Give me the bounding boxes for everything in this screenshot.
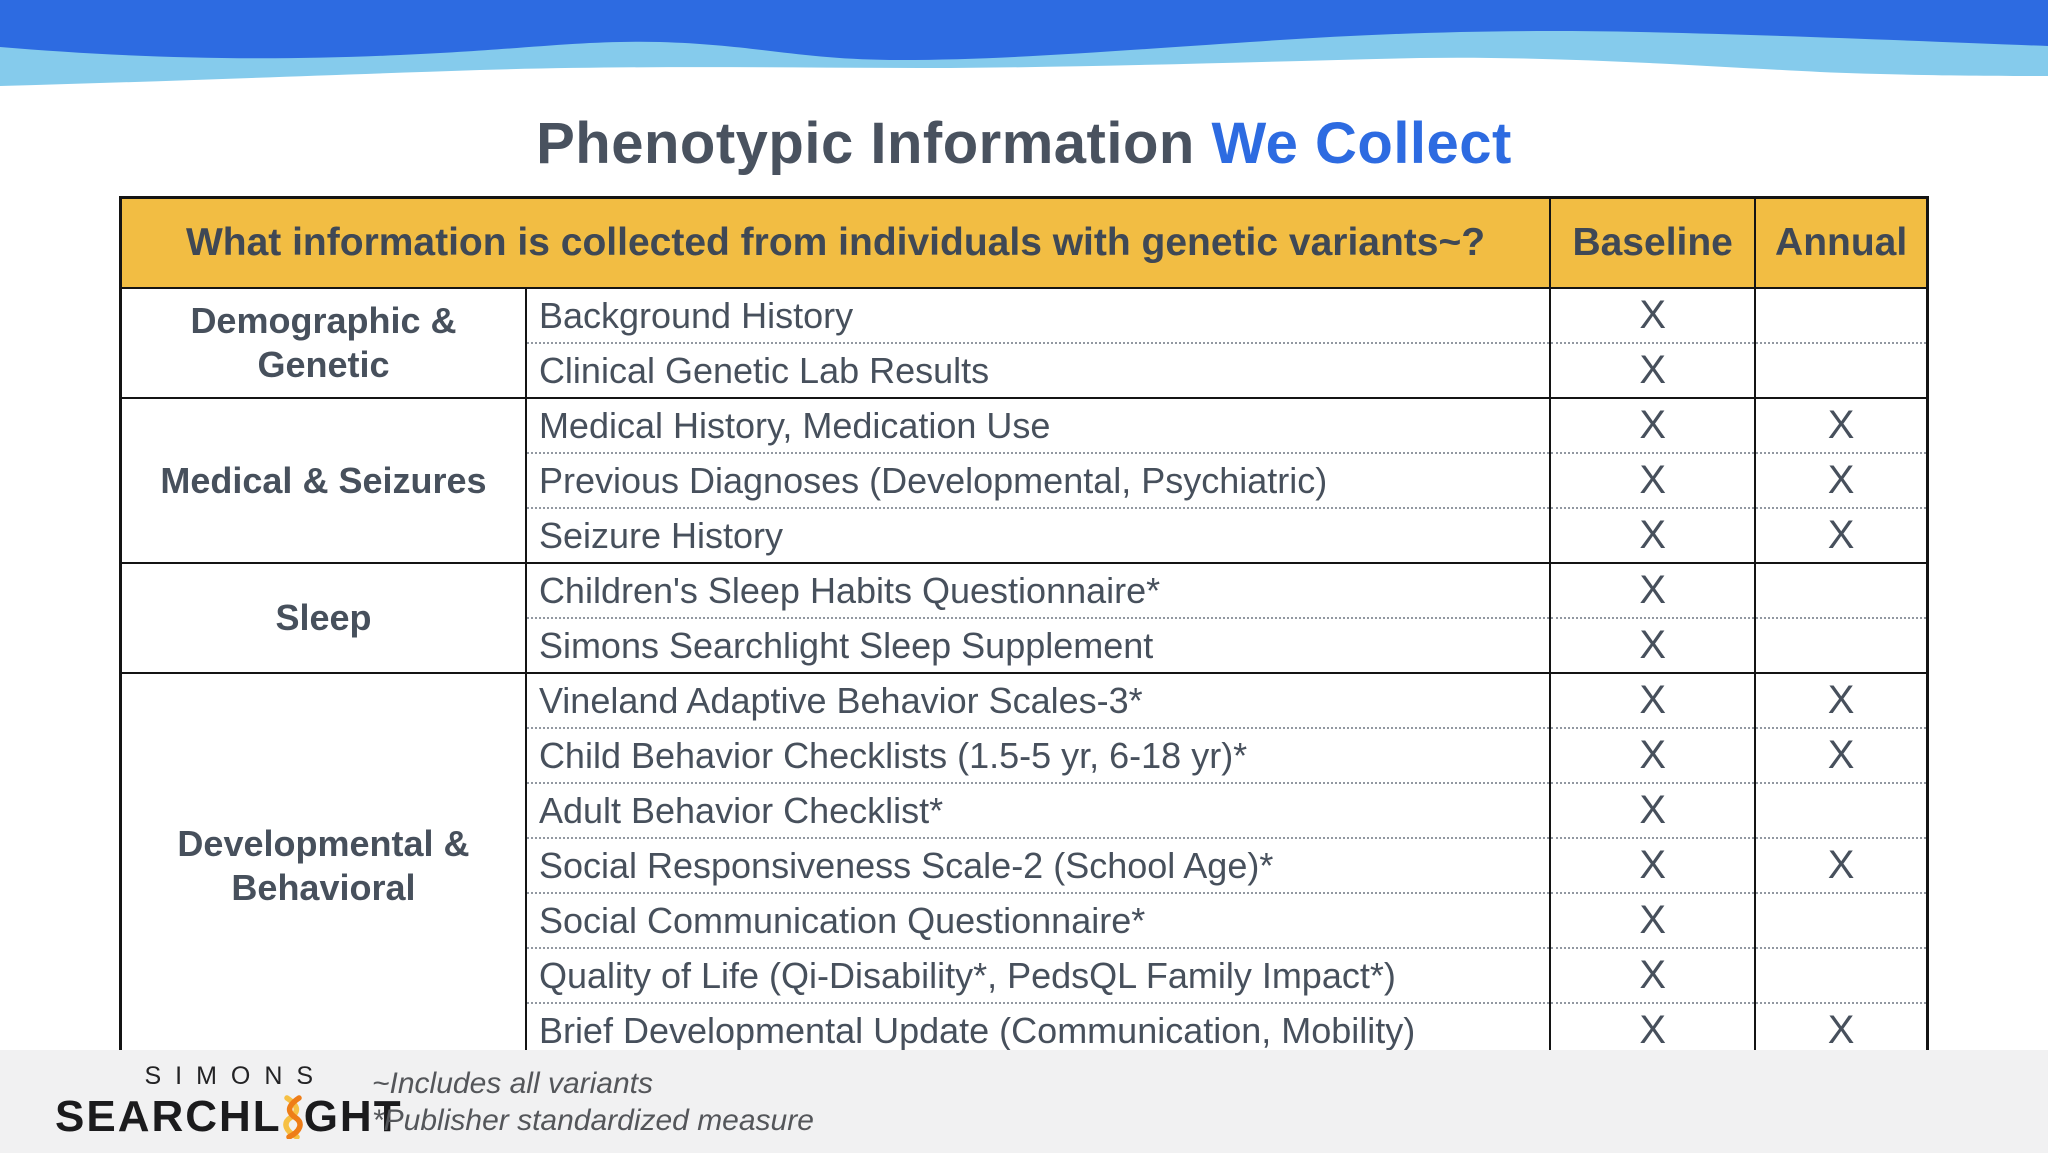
wave-dark-blue-shape — [0, 0, 2048, 60]
table-row: Clinical Genetic Lab Results X — [121, 342, 1928, 398]
page-title: Phenotypic Information We Collect — [0, 112, 2048, 176]
logo-text-post: GHT — [303, 1092, 403, 1141]
annual-mark-cell — [1754, 342, 1928, 398]
baseline-mark-cell: X — [1549, 507, 1756, 563]
header-wave-decoration — [0, 0, 2048, 86]
baseline-mark-cell: X — [1549, 1002, 1756, 1059]
table-row: Demographic & Genetic Background History X — [120, 287, 1928, 398]
annual-mark-cell — [1754, 892, 1928, 948]
column-header-baseline: Baseline — [1549, 196, 1757, 289]
measure-cell: Adult Behavior Checklist* — [525, 782, 1551, 838]
table-body: Demographic & Genetic Background History X… — [120, 287, 1928, 1059]
table-row: Simons Searchlight Sleep Supplement X — [121, 617, 1928, 673]
baseline-mark-cell: X — [1549, 782, 1756, 838]
dna-helix-icon — [282, 1095, 303, 1139]
table-row: Social Communication Questionnaire* X — [121, 892, 1928, 948]
baseline-mark-cell: X — [1549, 287, 1756, 343]
measure-cell: Children's Sleep Habits Questionnaire* — [525, 562, 1551, 618]
table-row: Social Responsiveness Scale-2 (School Ag… — [121, 837, 1928, 893]
annual-mark-cell: X — [1754, 672, 1928, 728]
baseline-mark-cell: X — [1549, 837, 1756, 893]
annual-mark-cell — [1754, 947, 1928, 1003]
baseline-mark-cell: X — [1549, 452, 1756, 508]
title-highlight: We Collect — [1211, 111, 1512, 176]
baseline-mark-cell: X — [1549, 947, 1756, 1003]
measure-cell: Seizure History — [525, 507, 1551, 563]
baseline-mark-cell: X — [1549, 397, 1756, 453]
annual-mark-cell: X — [1754, 507, 1928, 563]
baseline-mark-cell: X — [1549, 617, 1756, 673]
logo-text-pre: SEARCHL — [55, 1092, 282, 1141]
annual-mark-cell — [1754, 782, 1928, 838]
table-row: Seizure History X X — [121, 507, 1928, 563]
footnotes: ~Includes all variants *Publisher standa… — [372, 1065, 814, 1139]
annual-mark-cell: X — [1754, 837, 1928, 893]
baseline-mark-cell: X — [1549, 562, 1756, 618]
baseline-mark-cell: X — [1549, 672, 1756, 728]
measure-cell: Clinical Genetic Lab Results — [525, 342, 1551, 398]
table-row: Developmental & Behavioral Vineland Adapt… — [120, 672, 1928, 1059]
measure-cell: Quality of Life (Qi-Disability*, PedsQL … — [525, 947, 1551, 1003]
column-header-annual: Annual — [1754, 196, 1929, 289]
category-cell: Developmental & Behavioral — [120, 672, 527, 1059]
measure-cell: Simons Searchlight Sleep Supplement — [525, 617, 1551, 673]
table-row: Medical & Seizures Medical History, Medic… — [120, 397, 1928, 563]
table-row: Quality of Life (Qi-Disability*, PedsQL … — [121, 947, 1928, 1003]
title-main: Phenotypic Information — [536, 111, 1195, 176]
category-cell: Sleep — [120, 562, 527, 673]
measure-cell: Vineland Adaptive Behavior Scales-3* — [525, 672, 1551, 728]
category-cell: Medical & Seizures — [120, 397, 527, 563]
baseline-mark-cell: X — [1549, 342, 1756, 398]
measure-cell: Previous Diagnoses (Developmental, Psych… — [525, 452, 1551, 508]
table-header-row: What information is collected from indiv… — [119, 196, 1929, 289]
annual-mark-cell: X — [1754, 452, 1928, 508]
table-row: Sleep Children's Sleep Habits Questionnai… — [120, 562, 1928, 673]
table-row: Brief Developmental Update (Communicatio… — [121, 1002, 1928, 1059]
footer: SIMONS SEARCHL GHT ~Includes all variant… — [0, 1050, 2048, 1153]
footnote-variants: ~Includes all variants — [372, 1067, 653, 1100]
annual-mark-cell — [1754, 287, 1928, 343]
logo-simons-text: SIMONS — [144, 1062, 328, 1090]
footnote-standardized-measure: *Publisher standardized measure — [372, 1104, 814, 1137]
baseline-mark-cell: X — [1549, 727, 1756, 783]
column-header-question: What information is collected from indiv… — [119, 196, 1552, 289]
baseline-mark-cell: X — [1549, 892, 1756, 948]
category-cell: Demographic & Genetic — [120, 287, 527, 398]
measure-cell: Social Responsiveness Scale-2 (School Ag… — [525, 837, 1551, 893]
measure-cell: Social Communication Questionnaire* — [525, 892, 1551, 948]
annual-mark-cell: X — [1754, 727, 1928, 783]
measure-cell: Background History — [525, 287, 1551, 343]
annual-mark-cell — [1754, 617, 1928, 673]
phenotypic-information-table: What information is collected from indiv… — [119, 196, 1929, 1060]
measure-cell: Child Behavior Checklists (1.5-5 yr, 6-1… — [525, 727, 1551, 783]
table-row: Previous Diagnoses (Developmental, Psych… — [121, 452, 1928, 508]
table-row: Adult Behavior Checklist* X — [121, 782, 1928, 838]
table-row: Child Behavior Checklists (1.5-5 yr, 6-1… — [121, 727, 1928, 783]
annual-mark-cell: X — [1754, 1002, 1928, 1059]
annual-mark-cell: X — [1754, 397, 1928, 453]
logo-searchlight-text: SEARCHL GHT — [55, 1092, 403, 1142]
simons-searchlight-logo: SIMONS SEARCHL GHT — [55, 1062, 403, 1142]
measure-cell: Medical History, Medication Use — [525, 397, 1551, 453]
annual-mark-cell — [1754, 562, 1928, 618]
measure-cell: Brief Developmental Update (Communicatio… — [525, 1002, 1551, 1059]
